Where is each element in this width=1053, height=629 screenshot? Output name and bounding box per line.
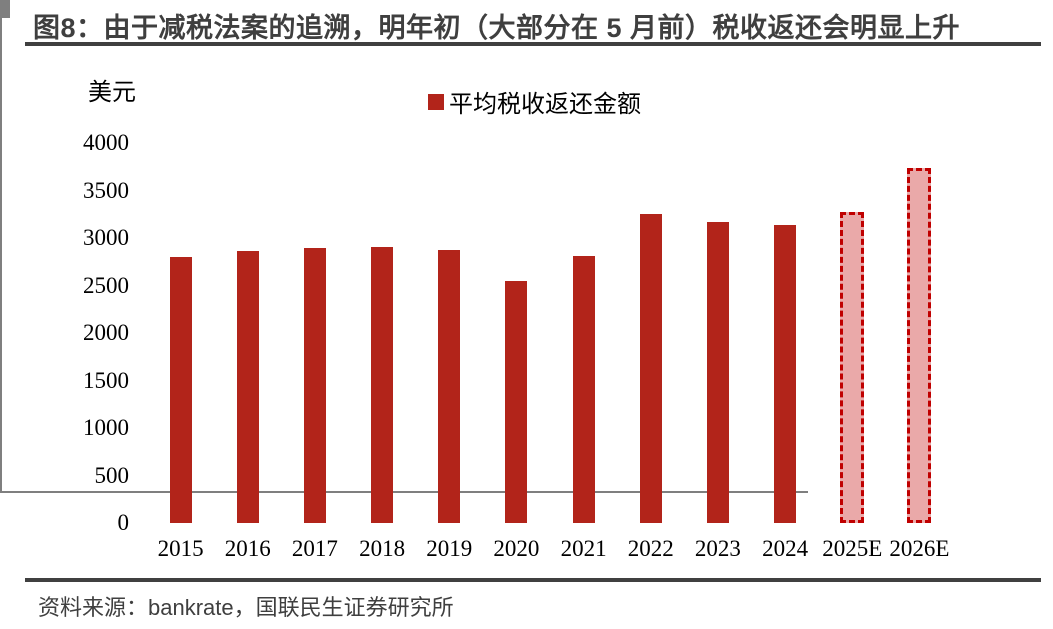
- bar-2022: [639, 214, 662, 523]
- x-axis-tick: [0, 102, 2, 109]
- x-axis-tick-label: 2016: [224, 536, 271, 561]
- y-axis-tick-label: 2000: [83, 320, 129, 345]
- x-axis-tick: [0, 32, 2, 39]
- x-axis-tick-label: 2017: [291, 536, 338, 561]
- bar-2017: [303, 247, 326, 523]
- y-axis-line: [0, 109, 2, 491]
- bar-2016: [236, 251, 259, 523]
- y-axis-tick: [0, 2, 10, 4]
- x-axis-tick-label: 2024: [762, 536, 809, 561]
- y-axis-tick: [0, 4, 10, 6]
- source-note: 资料来源：bankrate，国联民生证券研究所: [38, 595, 454, 620]
- y-axis-tick-label: 3500: [83, 177, 129, 203]
- y-axis-tick: [0, 8, 10, 10]
- legend-label: 平均税收返还金额: [449, 91, 641, 118]
- x-axis-tick-label: 2021: [560, 536, 607, 561]
- x-axis-tick-label: 2026E: [889, 536, 950, 561]
- figure-title: 图8：由于减税法案的追溯，明年初（大部分在 5 月前）税收返还会明显上升: [33, 13, 961, 43]
- y-axis-tick-label: 3000: [83, 225, 129, 250]
- x-axis-tick: [0, 67, 2, 74]
- x-axis-line: [0, 491, 808, 493]
- y-axis-tick-label: 500: [94, 462, 130, 488]
- bar-2023: [706, 222, 729, 523]
- bar-2018: [371, 246, 394, 523]
- x-axis-tick: [0, 53, 2, 60]
- x-axis-tick: [0, 18, 2, 25]
- footer-divider: [25, 578, 1041, 582]
- y-axis-tick: [0, 16, 10, 18]
- x-axis-tick: [0, 46, 2, 53]
- x-axis-tick: [0, 95, 2, 102]
- bar-2015: [169, 257, 192, 523]
- x-axis-tick-label: 2015: [157, 536, 204, 561]
- x-axis-tick: [0, 74, 2, 81]
- x-axis-tick-label: 2018: [359, 536, 406, 561]
- x-axis-tick-label: 2025E: [822, 536, 883, 561]
- bar-2026E: [907, 167, 932, 523]
- y-axis-tick: [0, 10, 10, 12]
- x-axis-tick-label: 2022: [627, 536, 674, 561]
- x-axis-tick: [0, 60, 2, 67]
- y-axis-tick: [0, 12, 10, 14]
- y-axis-tick-label: 2500: [83, 272, 129, 298]
- x-axis-tick-label: 2020: [493, 536, 540, 561]
- y-axis-tick-label: 0: [117, 510, 130, 535]
- bar-2024: [774, 224, 797, 523]
- y-axis-unit-label: 美元: [88, 79, 136, 106]
- x-axis-tick: [0, 25, 2, 32]
- x-axis-tick-label: 2019: [426, 536, 473, 561]
- y-axis-tick: [0, 0, 10, 2]
- bar-2019: [438, 250, 461, 523]
- x-axis-tick: [0, 81, 2, 88]
- y-axis-tick: [0, 6, 10, 8]
- title-underline: [25, 42, 1041, 46]
- bar-2025E: [840, 212, 865, 523]
- x-axis-tick-label: 2023: [694, 536, 741, 561]
- y-axis-tick-label: 1500: [83, 367, 129, 393]
- y-axis-tick: [0, 14, 10, 16]
- y-axis-tick-label: 1000: [83, 415, 129, 440]
- y-axis-tick-label: 4000: [83, 130, 129, 155]
- legend: 平均税收返还金额: [428, 84, 641, 119]
- bar-2020: [505, 280, 528, 523]
- legend-marker-icon: [428, 93, 444, 110]
- bar-2021: [572, 255, 595, 523]
- x-axis-tick: [0, 39, 2, 46]
- x-axis-tick: [0, 88, 2, 95]
